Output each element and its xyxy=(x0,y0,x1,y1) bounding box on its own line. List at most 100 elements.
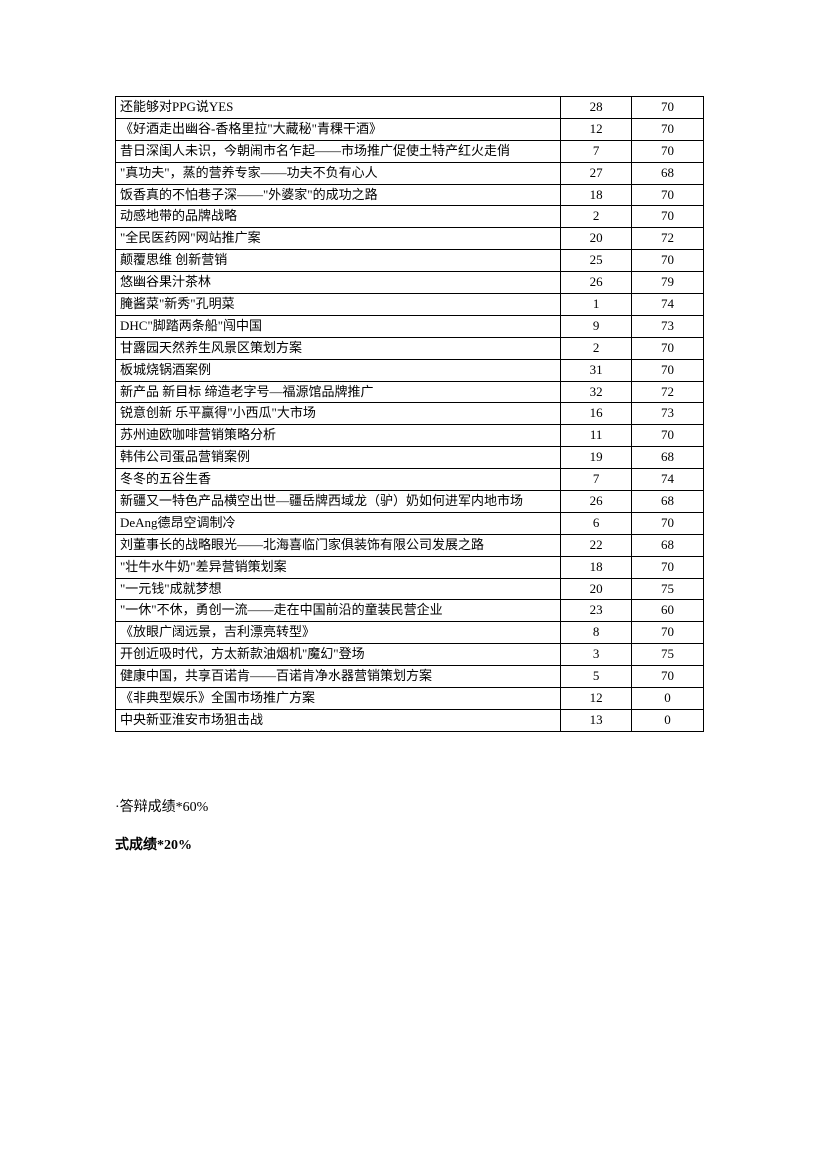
cell-value-2: 68 xyxy=(632,491,704,513)
cell-value-1: 26 xyxy=(561,272,632,294)
cell-value-1: 8 xyxy=(561,622,632,644)
table-row: 甘露园天然养生风景区策划方案270 xyxy=(116,337,704,359)
table-row: "全民医药网"网站推广案2072 xyxy=(116,228,704,250)
cell-value-1: 18 xyxy=(561,556,632,578)
cell-title: 开创近吸时代，方太新款油烟机"魔幻"登场 xyxy=(116,644,561,666)
cell-value-1: 1 xyxy=(561,294,632,316)
cell-value-2: 0 xyxy=(632,688,704,710)
cell-value-1: 20 xyxy=(561,228,632,250)
cell-title: 动感地带的品牌战略 xyxy=(116,206,561,228)
cell-value-2: 72 xyxy=(632,228,704,250)
cell-title: 锐意创新 乐平赢得"小西瓜"大市场 xyxy=(116,403,561,425)
cell-title: 苏州迪欧咖啡营销策略分析 xyxy=(116,425,561,447)
cell-title: 颠覆思维 创新营销 xyxy=(116,250,561,272)
table-row: 还能够对PPG说YES2870 xyxy=(116,97,704,119)
cell-value-2: 70 xyxy=(632,184,704,206)
table-row: 新疆又一特色产品横空出世—疆岳牌西域龙（驴）奶如何进军内地市场2668 xyxy=(116,491,704,513)
cell-value-1: 5 xyxy=(561,666,632,688)
cell-title: 甘露园天然养生风景区策划方案 xyxy=(116,337,561,359)
cell-title: 昔日深闺人未识，今朝闹市名乍起——市场推广促使土特产红火走俏 xyxy=(116,140,561,162)
cell-value-2: 70 xyxy=(632,97,704,119)
cell-title: "一休"不休，勇创一流——走在中国前沿的童装民营企业 xyxy=(116,600,561,622)
table-row: 昔日深闺人未识，今朝闹市名乍起——市场推广促使土特产红火走俏770 xyxy=(116,140,704,162)
table-row: "真功夫"，蒸的营养专家——功夫不负有心人2768 xyxy=(116,162,704,184)
score-table: 还能够对PPG说YES2870《好酒走出幽谷-香格里拉"大藏秘"青稞干酒》127… xyxy=(115,96,704,732)
cell-value-2: 74 xyxy=(632,469,704,491)
cell-title: "一元钱"成就梦想 xyxy=(116,578,561,600)
cell-title: "真功夫"，蒸的营养专家——功夫不负有心人 xyxy=(116,162,561,184)
cell-value-1: 3 xyxy=(561,644,632,666)
cell-value-1: 20 xyxy=(561,578,632,600)
cell-value-1: 22 xyxy=(561,534,632,556)
table-row: "一休"不休，勇创一流——走在中国前沿的童装民营企业2360 xyxy=(116,600,704,622)
cell-title: 饭香真的不怕巷子深——"外婆家"的成功之路 xyxy=(116,184,561,206)
cell-title: 《好酒走出幽谷-香格里拉"大藏秘"青稞干酒》 xyxy=(116,118,561,140)
cell-title: DHC"脚踏两条船"闯中国 xyxy=(116,315,561,337)
cell-value-1: 2 xyxy=(561,337,632,359)
cell-value-2: 68 xyxy=(632,162,704,184)
cell-value-2: 68 xyxy=(632,534,704,556)
table-row: 开创近吸时代，方太新款油烟机"魔幻"登场375 xyxy=(116,644,704,666)
cell-title: 刘董事长的战略眼光——北海喜临门家俱装饰有限公司发展之路 xyxy=(116,534,561,556)
notes-section: ·答辩成绩*60% 式成绩*20% xyxy=(115,790,704,865)
cell-value-2: 70 xyxy=(632,206,704,228)
cell-title: 还能够对PPG说YES xyxy=(116,97,561,119)
cell-title: "全民医药网"网站推广案 xyxy=(116,228,561,250)
cell-value-1: 7 xyxy=(561,469,632,491)
table-row: 冬冬的五谷生香774 xyxy=(116,469,704,491)
note-line-1: ·答辩成绩*60% xyxy=(115,790,704,826)
cell-title: 新疆又一特色产品横空出世—疆岳牌西域龙（驴）奶如何进军内地市场 xyxy=(116,491,561,513)
cell-title: 悠幽谷果汁茶林 xyxy=(116,272,561,294)
cell-title: 冬冬的五谷生香 xyxy=(116,469,561,491)
cell-value-2: 79 xyxy=(632,272,704,294)
table-row: 锐意创新 乐平赢得"小西瓜"大市场1673 xyxy=(116,403,704,425)
cell-value-1: 6 xyxy=(561,512,632,534)
cell-title: 腌酱菜"新秀"孔明菜 xyxy=(116,294,561,316)
cell-value-2: 73 xyxy=(632,315,704,337)
table-row: 刘董事长的战略眼光——北海喜临门家俱装饰有限公司发展之路2268 xyxy=(116,534,704,556)
cell-value-1: 23 xyxy=(561,600,632,622)
cell-value-1: 28 xyxy=(561,97,632,119)
cell-value-1: 13 xyxy=(561,709,632,731)
table-row: 板城烧锅酒案例3170 xyxy=(116,359,704,381)
table-row: 韩伟公司蛋品营销案例1968 xyxy=(116,447,704,469)
table-row: 新产品 新目标 缔造老字号—福源馆品牌推广3272 xyxy=(116,381,704,403)
table-row: DeAng德昂空调制冷670 xyxy=(116,512,704,534)
cell-value-2: 70 xyxy=(632,556,704,578)
cell-value-2: 73 xyxy=(632,403,704,425)
table-row: "壮牛水牛奶"差异营销策划案1870 xyxy=(116,556,704,578)
cell-title: 新产品 新目标 缔造老字号—福源馆品牌推广 xyxy=(116,381,561,403)
cell-value-1: 26 xyxy=(561,491,632,513)
table-row: "一元钱"成就梦想2075 xyxy=(116,578,704,600)
cell-title: 《非典型娱乐》全国市场推广方案 xyxy=(116,688,561,710)
cell-value-1: 7 xyxy=(561,140,632,162)
table-row: 颠覆思维 创新营销2570 xyxy=(116,250,704,272)
table-row: 悠幽谷果汁茶林2679 xyxy=(116,272,704,294)
cell-value-2: 70 xyxy=(632,250,704,272)
cell-title: 健康中国，共享百诺肯——百诺肯净水器营销策划方案 xyxy=(116,666,561,688)
cell-title: 板城烧锅酒案例 xyxy=(116,359,561,381)
table-row: 动感地带的品牌战略270 xyxy=(116,206,704,228)
cell-title: 韩伟公司蛋品营销案例 xyxy=(116,447,561,469)
cell-value-2: 72 xyxy=(632,381,704,403)
cell-title: "壮牛水牛奶"差异营销策划案 xyxy=(116,556,561,578)
cell-value-1: 9 xyxy=(561,315,632,337)
cell-value-2: 70 xyxy=(632,622,704,644)
cell-value-1: 12 xyxy=(561,688,632,710)
cell-value-2: 70 xyxy=(632,140,704,162)
cell-value-2: 68 xyxy=(632,447,704,469)
cell-value-2: 75 xyxy=(632,644,704,666)
table-row: 《好酒走出幽谷-香格里拉"大藏秘"青稞干酒》1270 xyxy=(116,118,704,140)
cell-value-2: 60 xyxy=(632,600,704,622)
cell-title: DeAng德昂空调制冷 xyxy=(116,512,561,534)
table-row: 《放眼广阔远景，吉利漂亮转型》870 xyxy=(116,622,704,644)
cell-value-1: 32 xyxy=(561,381,632,403)
note-line-2: 式成绩*20% xyxy=(115,828,704,864)
table-body: 还能够对PPG说YES2870《好酒走出幽谷-香格里拉"大藏秘"青稞干酒》127… xyxy=(116,97,704,732)
cell-value-1: 12 xyxy=(561,118,632,140)
cell-value-2: 70 xyxy=(632,666,704,688)
table-row: 饭香真的不怕巷子深——"外婆家"的成功之路1870 xyxy=(116,184,704,206)
table-row: DHC"脚踏两条船"闯中国973 xyxy=(116,315,704,337)
cell-value-1: 25 xyxy=(561,250,632,272)
table-row: 《非典型娱乐》全国市场推广方案120 xyxy=(116,688,704,710)
